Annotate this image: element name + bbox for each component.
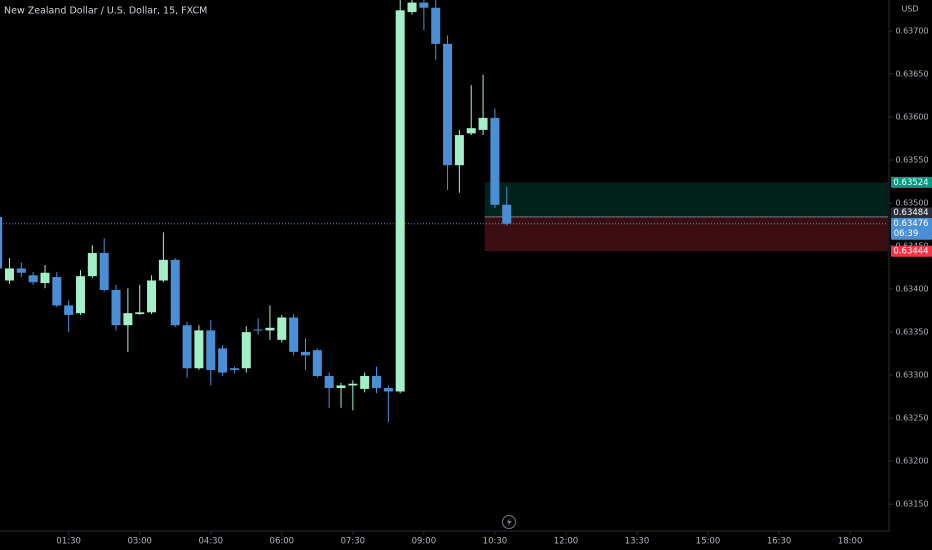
candle-body [52, 277, 62, 306]
y-tick-label: 0.63400 [895, 285, 928, 294]
candle-body [466, 128, 476, 134]
candle-body [111, 289, 121, 326]
candle-body [443, 43, 453, 166]
current-price-label: 0.63476 [893, 219, 928, 229]
candle-body [0, 216, 3, 269]
candle-body [312, 350, 322, 376]
candle-body [4, 268, 14, 281]
entry-tag-bg [891, 207, 932, 218]
y-tick-label: 0.63650 [895, 69, 928, 78]
candle-body [147, 280, 157, 313]
x-tick-label: 15:00 [696, 537, 721, 547]
candle-body [407, 2, 417, 13]
candle-body [229, 368, 239, 370]
candle-body [502, 204, 512, 224]
y-tick-label: 0.63250 [895, 414, 928, 423]
x-tick-label: 16:30 [767, 537, 792, 547]
take-profit-label: 0.63524 [893, 178, 928, 188]
candle-body [40, 272, 50, 284]
candle-body [324, 375, 334, 389]
candle-body [431, 7, 441, 44]
candle-body [123, 313, 133, 326]
candle-body [348, 383, 358, 386]
candle-body [289, 317, 299, 352]
x-tick-label: 03:00 [127, 537, 152, 547]
plot-area [0, 0, 888, 423]
y-tick-label: 0.63550 [895, 156, 928, 165]
x-tick-label: 07:30 [341, 537, 366, 547]
candle-body [16, 268, 26, 273]
x-tick-label: 12:00 [554, 537, 579, 547]
candle-body [383, 388, 393, 392]
x-tick-label: 18:00 [838, 537, 863, 547]
candle-body [64, 305, 74, 315]
x-tick-label: 04:30 [199, 537, 224, 547]
candle-body [277, 317, 287, 340]
take-profit-tag-bg [891, 176, 932, 188]
candle-body [490, 117, 500, 205]
axes: 0.63150 0.63200 0.63250 0.63300 0.63350 0.634… [0, 26, 929, 546]
candle-body [28, 275, 38, 283]
candle-body [194, 330, 204, 369]
candle-body [182, 325, 192, 369]
x-tick-label: 09:00 [412, 537, 437, 547]
chart-title: New Zealand Dollar / U.S. Dollar, 15, FX… [4, 6, 207, 17]
candle-body [99, 252, 109, 290]
candle-body [206, 330, 216, 370]
candle-body [478, 117, 488, 130]
y-tick-label: 0.63350 [895, 328, 928, 337]
candle-body [76, 276, 86, 314]
candle-body [87, 252, 97, 277]
y-tick-label: 0.63500 [895, 199, 928, 208]
x-tick-label: 10:30 [483, 537, 508, 547]
candle-body [300, 351, 310, 356]
candle-body [454, 135, 464, 166]
currency: USD [901, 5, 918, 14]
candle-body [158, 259, 168, 281]
x-tick-label: 01:30 [56, 537, 81, 547]
candle-body [218, 348, 228, 373]
countdown-label: 06:39 [894, 229, 919, 239]
replay-icon[interactable] [502, 515, 516, 529]
candle-body [135, 312, 145, 315]
x-tick-label: 13:30 [625, 537, 650, 547]
entry-label: 0.63484 [893, 208, 928, 218]
take-profit-zone [484, 182, 888, 217]
candle-body [170, 259, 180, 326]
candle-body [253, 329, 263, 331]
stop-loss-label: 0.63444 [893, 247, 928, 257]
candle-body [241, 332, 251, 369]
candle-body [419, 2, 429, 8]
candle-body [360, 375, 370, 389]
y-tick-label: 0.63200 [895, 457, 928, 466]
candle-body [395, 10, 405, 392]
candle-body [372, 375, 382, 389]
current-price-tag-bg [891, 217, 932, 240]
y-tick-label: 0.63700 [895, 26, 928, 35]
x-tick-label: 06:00 [270, 537, 295, 547]
stop-loss-tag-bg [891, 245, 932, 257]
y-tick-label: 0.63300 [895, 371, 928, 380]
stop-loss-zone [484, 216, 888, 252]
candle-body [336, 385, 346, 389]
y-tick-label: 0.63600 [895, 113, 928, 122]
candle-body [265, 327, 275, 331]
y-tick-label: 0.63150 [895, 500, 928, 509]
